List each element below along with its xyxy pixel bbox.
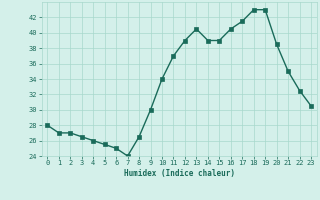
X-axis label: Humidex (Indice chaleur): Humidex (Indice chaleur) (124, 169, 235, 178)
